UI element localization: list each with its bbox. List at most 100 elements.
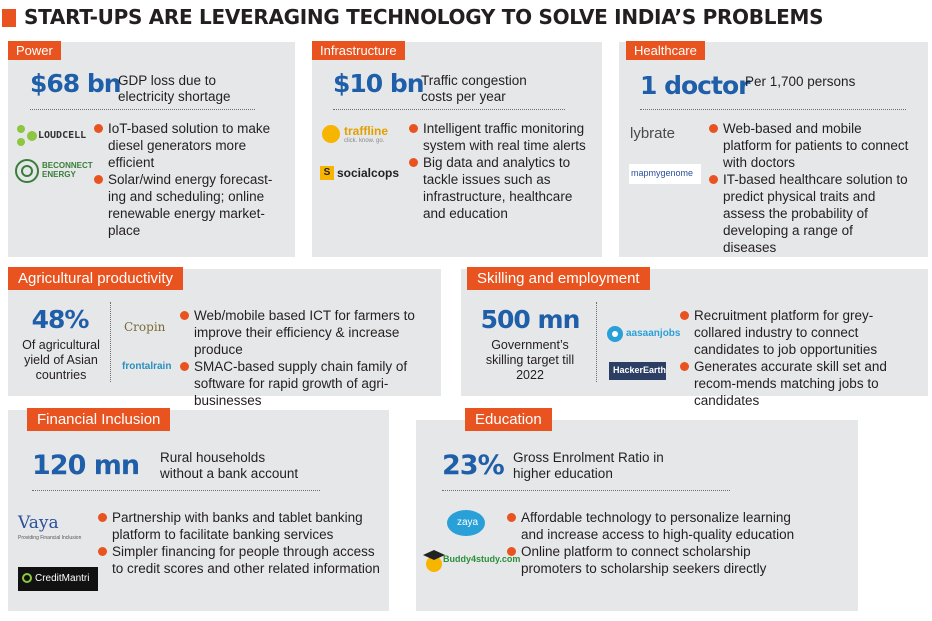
healthcare-stat: 1 doctor [640,71,750,100]
bullet-icon [98,513,107,522]
education-stat: 23% [442,450,505,481]
socialcops-logo: S socialcops [320,166,410,184]
aasaanjobs-icon [607,326,623,342]
power-tag: Power [8,41,61,60]
traffline-tagline: click. know. go. [344,138,385,144]
beconnect-wordmark: BECONNECT ENERGY [42,161,93,179]
agriculture-panel [8,269,441,396]
loudcell-icon [17,125,37,146]
aasaanjobs-wordmark: aasaanjobs [626,328,681,339]
skilling-stat: 500 mn [480,305,581,334]
healthcare-desc: Per 1,700 persons [745,74,856,89]
bullet-icon [680,311,689,320]
bullet-icon [709,175,718,184]
socialcops-icon: S [320,166,334,180]
bullet-icon [94,124,103,133]
agriculture-divider [110,302,111,382]
loudcell-wordmark: LOUDCELL [38,130,87,141]
list-item: Intelligent traffic monitoring system wi… [409,120,589,154]
aasaanjobs-logo: aasaanjobs [606,325,686,345]
creditmantri-icon [22,573,32,583]
bullet-icon [409,124,418,133]
agriculture-stat: 48% [31,305,90,334]
skilling-panel [461,269,928,396]
infrastructure-bullets: Intelligent traffic monitoring system wi… [409,120,589,222]
financial-stat: 120 mn [32,450,140,481]
skilling-divider [596,302,597,382]
power-stat: $68 bn [30,69,122,98]
list-item: SMAC-based supply chain family of softwa… [180,358,440,409]
bullet-icon [680,362,689,371]
list-item: Affordable technology to personalize lea… [507,509,807,543]
list-item: Online platform to connect scholarship p… [507,543,807,577]
skilling-bullets: Recruitment platform for grey-collared i… [680,307,920,409]
beconnect-icon [15,159,39,183]
graduation-cap-icon [423,550,445,572]
beconnect-logo: BECONNECT ENERGY [14,158,94,184]
list-item: Solar/wind energy forecast-ing and sched… [94,171,274,239]
list-item: Simpler financing for people through acc… [98,543,380,577]
power-panel [8,42,295,257]
financial-bullets: Partnership with banks and tablet bankin… [98,509,380,577]
healthcare-bullets: Web-based and mobile platform for patien… [709,120,909,256]
education-divider [442,490,730,491]
list-item: IT-based healthcare solution to predict … [709,171,909,256]
frontalrain-wordmark: frontalrain [122,361,172,372]
education-desc: Gross Enrolment Ratio in higher educatio… [513,450,664,481]
education-panel [416,420,858,611]
bullet-icon [180,362,189,371]
buddy4study-logo: Buddy4study.com [421,548,520,576]
bullet-icon [507,513,516,522]
cropin-logo: Cropin [120,318,180,340]
traffline-icon [322,125,340,143]
infrastructure-panel [312,42,602,257]
infrastructure-divider [333,109,565,110]
hackerearth-wordmark: HackerEarth [613,365,667,375]
agriculture-tag: Agricultural productivity [8,267,184,290]
education-bullets: Affordable technology to personalize lea… [507,509,807,577]
creditmantri-wordmark: CreditMantri [35,573,90,584]
list-item: Web-based and mobile platform for patien… [709,120,909,171]
list-item: Big data and analytics to tackle issues … [409,154,589,222]
infrastructure-tag: Infrastructure [312,41,405,60]
traffline-wordmark: traffline [344,124,389,138]
traffline-logo: traffline click. know. go. [320,123,410,149]
financial-divider [32,490,320,491]
skilling-desc: Government’s skilling target till 2022 [485,338,575,382]
power-divider [30,109,255,110]
bullet-icon [409,158,418,167]
vaya-logo: Vaya Providing Financial Inclusion [16,513,96,543]
financial-desc: Rural households without a bank account [160,450,299,481]
healthcare-divider [640,109,906,110]
socialcops-wordmark: socialcops [337,166,400,180]
infrastructure-desc: Traffic congestion costs per year [421,73,527,104]
bullet-icon [180,311,189,320]
education-tag: Education [465,408,552,431]
agriculture-desc: Of agricultural yield of Asian countries [22,338,100,382]
title-accent-bar [2,9,16,27]
power-desc: GDP loss due to electricity shortage [118,73,231,104]
creditmantri-logo: CreditMantri [18,567,98,591]
healthcare-tag: Healthcare [626,41,705,60]
list-item: Generates accurate skill set and recom-m… [680,358,920,409]
list-item: Partnership with banks and tablet bankin… [98,509,380,543]
lybrate-logo: lybrate [630,125,676,142]
list-item: Recruitment platform for grey-collared i… [680,307,920,358]
cropin-wordmark: Cropin [124,320,166,334]
infrastructure-stat: $10 bn [333,69,425,98]
loudcell-logo: LOUDCELL [14,123,104,149]
financial-tag: Financial Inclusion [27,408,171,431]
zaya-icon [447,510,485,536]
buddy4study-wordmark: Buddy4study.com [443,554,521,564]
mapmygenome-logo: mapmygenome [629,164,701,184]
zaya-wordmark: zaya [457,517,479,528]
power-bullets: IoT-based solution to make diesel genera… [94,120,274,239]
vaya-wordmark: Vaya [18,513,59,533]
zaya-logo: zaya [446,509,486,537]
bullet-icon [94,175,103,184]
agriculture-bullets: Web/mobile based ICT for farmers to impr… [180,307,440,409]
bullet-icon [709,124,718,133]
healthcare-panel [619,42,928,257]
skilling-tag: Skilling and employment [467,267,650,290]
bullet-icon [507,547,516,556]
